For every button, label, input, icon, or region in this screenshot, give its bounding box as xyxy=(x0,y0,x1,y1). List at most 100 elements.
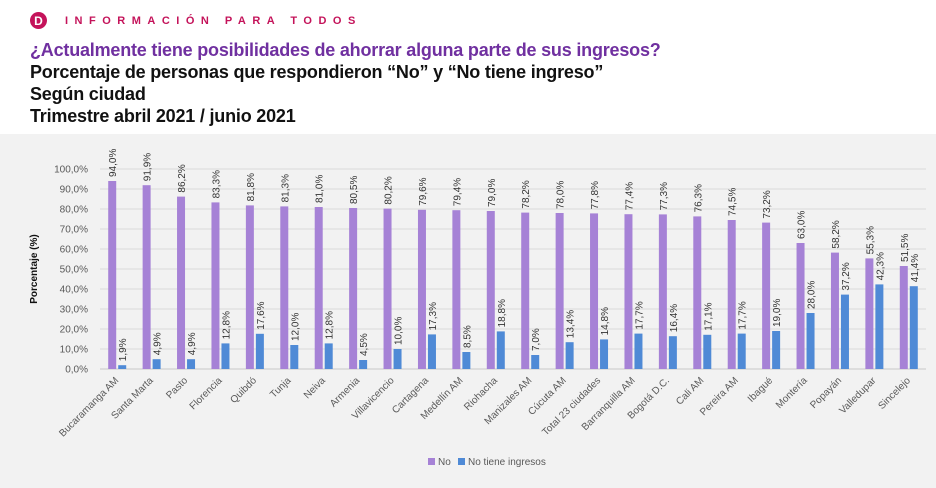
data-label: 74,5% xyxy=(728,188,739,216)
bar-no xyxy=(762,222,771,369)
data-label: 86,2% xyxy=(177,164,188,192)
data-label: 94,0% xyxy=(108,149,119,177)
x-tick-label: Total 23 ciudades xyxy=(540,375,603,438)
data-label: 91,9% xyxy=(143,153,154,181)
x-tick-label: Valledupar xyxy=(837,375,879,417)
y-tick-label: 70,0% xyxy=(60,225,88,236)
chart-subtitle-city: Según ciudad xyxy=(30,84,146,104)
bar-no-income xyxy=(531,355,540,369)
bar-no xyxy=(142,185,151,369)
y-tick-label: 50,0% xyxy=(60,265,88,276)
bar-no-income xyxy=(359,360,368,369)
bar-no xyxy=(452,210,461,369)
bar-no-income xyxy=(668,336,677,369)
bar-no-income xyxy=(221,343,230,369)
data-label: 4,9% xyxy=(187,332,198,355)
x-tick-label: Bucaramanga AM xyxy=(57,375,121,439)
data-label: 81,3% xyxy=(280,174,291,202)
data-label: 7,0% xyxy=(531,328,542,351)
data-label: 17,1% xyxy=(703,302,714,330)
y-tick-label: 30,0% xyxy=(60,305,88,316)
brand-text: INFORMACIÓN PARA TODOS xyxy=(65,14,362,27)
bar-no xyxy=(245,205,254,369)
bar-no xyxy=(417,209,426,369)
bar-no-income xyxy=(806,313,815,369)
data-label: 10,0% xyxy=(394,317,405,345)
legend-label: No tiene ingresos xyxy=(468,457,546,468)
bar-no-income xyxy=(909,286,918,369)
x-tick-label: Pasto xyxy=(164,375,190,401)
y-axis-label: Porcentaje (%) xyxy=(29,234,40,303)
y-tick-label: 100,0% xyxy=(54,165,88,176)
bar-no-income xyxy=(152,359,161,369)
y-tick-label: 40,0% xyxy=(60,285,88,296)
data-label: 13,4% xyxy=(566,310,577,338)
bar-no xyxy=(211,202,220,369)
bar-no-income xyxy=(427,334,436,369)
data-label: 81,8% xyxy=(246,173,257,201)
bar-no-income xyxy=(737,333,746,369)
data-label: 42,3% xyxy=(875,252,886,280)
data-label: 77,4% xyxy=(624,182,635,210)
data-label: 41,4% xyxy=(910,254,921,282)
bar-no-income xyxy=(840,294,849,369)
chart-area: 0,0% 10,0% 20,0% 30,0% 40,0% 50,0% 60,0% 70,0% 8… xyxy=(0,134,936,488)
data-label: 17,7% xyxy=(738,301,749,329)
data-label: 18,8% xyxy=(497,299,508,327)
bar-no xyxy=(108,181,117,369)
data-label: 78,2% xyxy=(521,180,532,208)
chart-subtitle: Porcentaje de personas que respondieron … xyxy=(30,62,604,82)
data-label: 76,3% xyxy=(693,184,704,212)
bar-no xyxy=(349,208,358,369)
data-label: 55,3% xyxy=(865,226,876,254)
x-tick-label: Florencia xyxy=(188,375,225,412)
data-label: 17,3% xyxy=(428,302,439,330)
data-label: 17,6% xyxy=(256,301,267,329)
data-label: 14,8% xyxy=(600,307,611,335)
data-label: 12,8% xyxy=(221,311,232,339)
bar-no-income xyxy=(462,352,471,369)
data-label: 78,0% xyxy=(556,181,567,209)
data-label: 79,4% xyxy=(452,178,463,206)
bar-no xyxy=(624,214,633,369)
bar-no xyxy=(590,213,599,369)
bar-no-income xyxy=(565,342,574,369)
bar-no-income xyxy=(634,333,643,369)
data-label: 80,5% xyxy=(349,176,360,204)
bar-no xyxy=(280,206,289,369)
x-tick-label: Ibagué xyxy=(746,375,776,405)
data-label: 81,0% xyxy=(315,175,326,203)
data-label: 37,2% xyxy=(841,262,852,290)
bar-no xyxy=(177,196,186,369)
y-tick-label: 90,0% xyxy=(60,185,88,196)
y-tick-label: 10,0% xyxy=(60,345,88,356)
y-tick-label: 60,0% xyxy=(60,245,88,256)
bar-no xyxy=(314,207,323,369)
bar-no xyxy=(796,243,805,369)
data-label: 17,7% xyxy=(634,301,645,329)
bar-no-income xyxy=(600,339,609,369)
bar-no xyxy=(383,208,392,369)
data-label: 83,3% xyxy=(211,170,222,198)
bar-no xyxy=(865,258,874,369)
data-label: 51,5% xyxy=(900,234,911,262)
x-tick-label: Montería xyxy=(774,375,810,411)
x-tick-label: Tunja xyxy=(268,375,294,401)
bar-no-income xyxy=(324,343,333,369)
legend-swatch xyxy=(458,458,465,465)
chart-question: ¿Actualmente tiene posibilidades de ahor… xyxy=(30,40,661,60)
data-label: 79,0% xyxy=(487,179,498,207)
brand-header: D INFORMACIÓN PARA TODOS xyxy=(30,12,362,29)
dane-logo: D xyxy=(30,12,47,29)
bar-no xyxy=(486,211,495,369)
data-label: 4,5% xyxy=(359,333,370,356)
bar-no-income xyxy=(496,331,505,369)
bar-no-income xyxy=(772,331,781,369)
bar-no-income xyxy=(290,345,299,369)
x-tick-label: Neiva xyxy=(302,375,328,401)
bar-no xyxy=(727,220,736,369)
data-label: 12,0% xyxy=(290,313,301,341)
bar-no xyxy=(555,213,564,369)
x-tick-label: Armenia xyxy=(328,375,362,409)
x-tick-label: Quibdó xyxy=(228,375,259,406)
